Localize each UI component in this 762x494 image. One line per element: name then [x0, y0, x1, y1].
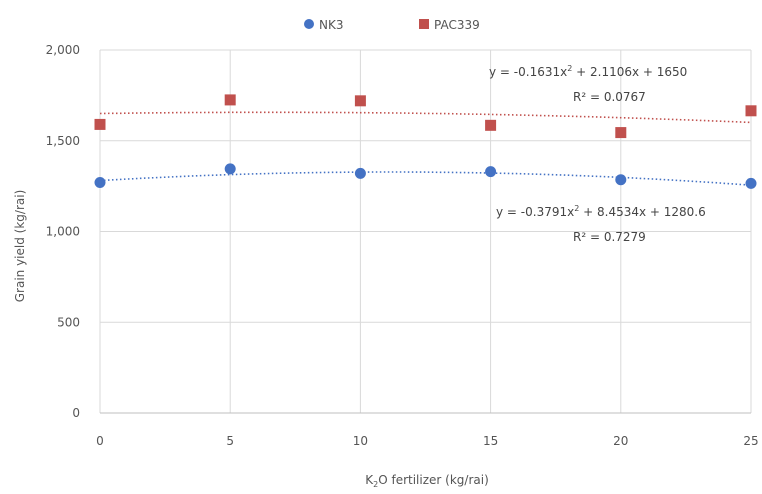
y-tick-label: 2,000 — [46, 43, 80, 57]
legend-pac339-label: PAC339 — [434, 18, 480, 32]
legend-nk3-marker — [304, 19, 314, 29]
x-tick-label: 0 — [96, 434, 104, 448]
y-tick-label: 1,000 — [46, 225, 80, 239]
pac339-point — [354, 95, 366, 107]
pac339-r2: R² = 0.0767 — [573, 90, 646, 104]
nk3-point — [615, 174, 627, 186]
pac339-point — [94, 118, 106, 130]
x-tick-label: 5 — [226, 434, 234, 448]
x-axis-title: K2O fertilizer (kg/rai) — [365, 473, 489, 489]
nk3-r2: R² = 0.7279 — [573, 230, 646, 244]
trendlines — [99, 111, 752, 186]
nk3-point — [354, 167, 366, 179]
legend-nk3-label: NK3 — [319, 18, 343, 32]
x-tick-label: 15 — [483, 434, 498, 448]
y-tick-label: 500 — [57, 315, 80, 329]
y-tick-label: 1,500 — [46, 134, 80, 148]
pac339-point — [224, 94, 236, 106]
pac339-point — [745, 105, 757, 117]
pac339-trend-annotation: y = -0.1631x2 + 2.1106x + 1650 R² = 0.07… — [489, 64, 687, 104]
y-tick-label: 0 — [72, 406, 80, 420]
pac339-trendline — [99, 111, 752, 124]
nk3-point — [745, 177, 757, 189]
gridlines — [99, 49, 752, 413]
y-axis-title: Grain yield (kg/rai) — [13, 190, 27, 303]
nk3-equation: y = -0.3791x2 + 8.4534x + 1280.6 — [496, 204, 706, 219]
x-tick-label: 20 — [613, 434, 628, 448]
legend-pac339-marker — [419, 19, 429, 29]
nk3-point — [94, 176, 106, 188]
nk3-trendline — [99, 171, 752, 186]
pac339-equation: y = -0.1631x2 + 2.1106x + 1650 — [489, 64, 687, 79]
nk3-point — [485, 166, 497, 178]
nk3-trend-annotation: y = -0.3791x2 + 8.4534x + 1280.6 R² = 0.… — [496, 204, 706, 244]
x-tick-label: 25 — [743, 434, 758, 448]
data-points — [94, 94, 757, 189]
pac339-point — [485, 119, 497, 131]
x-tick-label: 10 — [353, 434, 368, 448]
pac339-point — [615, 127, 627, 139]
tick-labels: 0 500 1,000 1,500 2,000 0 5 10 15 20 25 — [46, 43, 759, 448]
legend: NK3 PAC339 — [304, 18, 480, 32]
nk3-point — [224, 163, 236, 175]
